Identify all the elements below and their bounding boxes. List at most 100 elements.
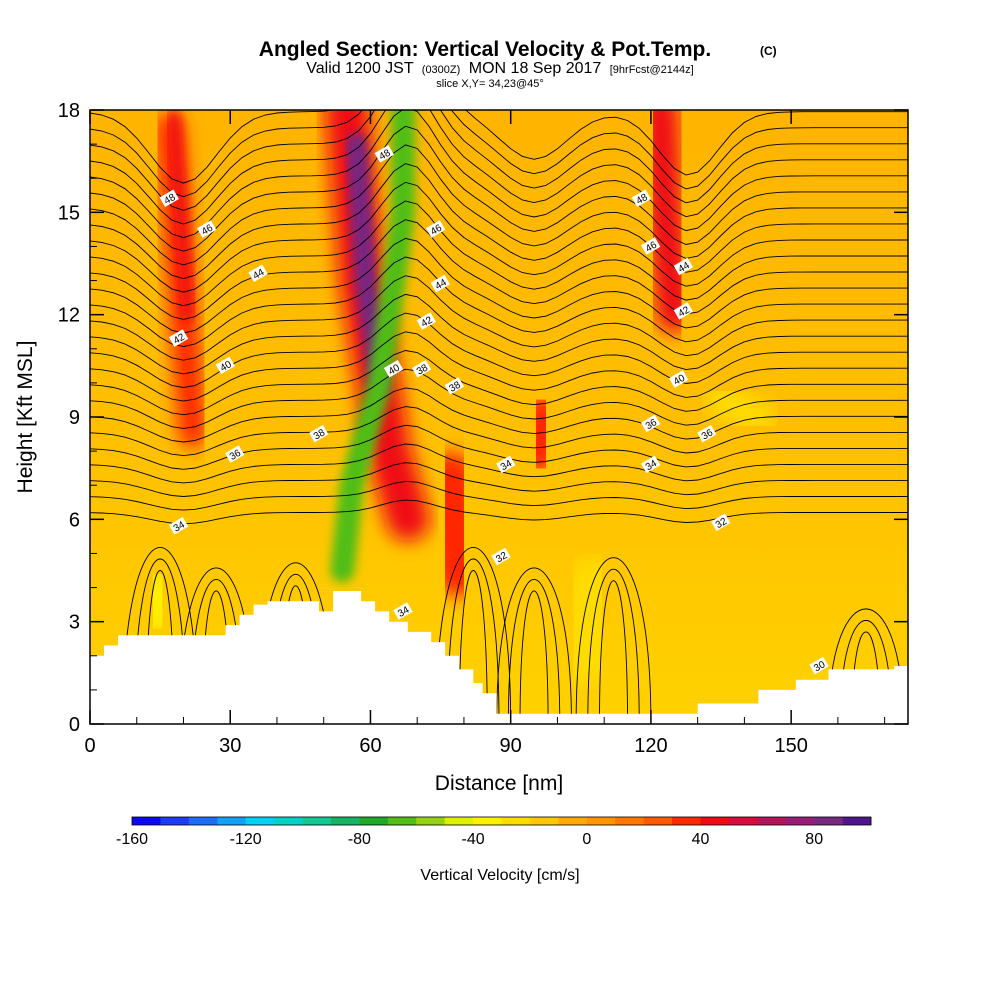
colorbar-swatch (501, 817, 531, 825)
contour-label-box (159, 189, 179, 208)
theta-contour-label: 48 (374, 145, 394, 163)
contour-label-text: 46 (200, 223, 216, 238)
y-tick-label: 15 (58, 202, 80, 224)
contour-label-box (491, 547, 511, 566)
theta-contour (90, 293, 908, 375)
colorbar-swatch (359, 817, 389, 825)
contour-label-box (383, 360, 404, 378)
colorbar-swatch (274, 817, 303, 825)
theta-contour (587, 568, 640, 724)
theta-contour-label: 46 (196, 220, 217, 238)
contour-label-text: 44 (434, 277, 450, 292)
vertical-velocity-feature (705, 383, 775, 433)
colorbar-swatch (615, 817, 644, 825)
colorbar-swatch (188, 817, 218, 825)
theta-contour-label: 34 (496, 455, 516, 473)
colorbar-swatch (132, 817, 161, 825)
colorbar-tick-label: -160 (116, 831, 148, 848)
contour-label-box (640, 414, 661, 433)
theta-contour-label: 34 (168, 517, 189, 535)
colorbar-swatch (444, 817, 474, 825)
colorbar-swatch (302, 817, 332, 825)
colorbar-swatch (672, 817, 701, 825)
terrain (90, 591, 908, 724)
theta-contour (496, 567, 572, 724)
theta-contour (507, 579, 561, 724)
valid-prefix: Valid 1200 JST (306, 60, 414, 77)
contour-label-box (425, 220, 446, 238)
contour-label-text: 48 (162, 192, 178, 207)
contour-label-text: 48 (377, 147, 393, 162)
contour-label-box (640, 455, 661, 474)
x-tick-label: 0 (84, 735, 95, 757)
theta-contour (90, 110, 908, 239)
theta-contour (90, 350, 908, 416)
y-tick-label: 0 (69, 714, 80, 736)
vertical-velocity-feature (516, 395, 566, 474)
colorbar-tick-label: -80 (348, 831, 371, 848)
theta-contour (90, 275, 908, 361)
contour-label-text: 44 (251, 267, 267, 282)
contour-label-box (809, 656, 829, 675)
contour-label-text: 40 (387, 362, 403, 377)
theta-contour-label: 40 (669, 370, 689, 388)
contour-label-box (393, 602, 413, 620)
contour-label-text: 34 (499, 458, 515, 473)
theta-contour (90, 110, 908, 198)
theta-contour-label: 44 (673, 257, 694, 275)
y-tick-label: 12 (58, 305, 80, 327)
theta-contour-label: 42 (416, 312, 436, 330)
theta-contour-label: 44 (248, 264, 268, 282)
plot-area: 48 46 44 42 40 36 34 38 48 46 44 42 40 38 38 34 32 34 48 46… (90, 110, 908, 724)
y-tick-label: 9 (69, 407, 80, 429)
contour-label-box (640, 237, 661, 255)
theta-contour (90, 443, 908, 484)
contour-label-text: 30 (812, 659, 828, 674)
contour-label-text: 46 (644, 240, 660, 255)
colorbar-swatch (160, 817, 190, 825)
colorbar-swatch (416, 817, 445, 825)
colorbar-swatch (330, 817, 360, 825)
theta-contour-label: 48 (631, 189, 652, 207)
theta-contour (90, 368, 908, 429)
colorbar-swatch (473, 817, 502, 825)
vertical-velocity-feature (168, 110, 195, 321)
contour-label-box (416, 312, 436, 330)
contour-label-box (196, 220, 217, 238)
x-tick-label: 90 (500, 735, 522, 757)
vertical-velocity-feature (642, 110, 693, 333)
colorbar-tick-label: 0 (582, 831, 591, 848)
theta-contour (90, 110, 908, 211)
colorbar-label: Vertical Velocity [cm/s] (420, 867, 579, 884)
theta-contour (599, 580, 628, 724)
copyright-mark: (C) (760, 44, 777, 58)
contour-label-text: 38 (312, 427, 328, 442)
contour-label-text: 34 (644, 458, 660, 473)
y-tick-label: 6 (69, 509, 80, 531)
x-tick-label: 150 (774, 735, 807, 757)
x-axis: 0 30 60 90 120 150 (84, 110, 886, 757)
theta-contour-label: 40 (215, 356, 236, 374)
x-tick-label: 60 (359, 735, 381, 757)
valid-time-line: Valid 1200 JST (0300Z) MON 18 Sep 2017 [… (306, 60, 693, 77)
colorbar-swatch (757, 817, 787, 825)
forecast-info: [9hrFcst@2144z] (610, 64, 694, 76)
theta-contour-label: 36 (697, 424, 717, 443)
contour-label-box (697, 424, 717, 443)
contour-label-text: 42 (677, 304, 693, 319)
theta-contour (90, 331, 908, 402)
vertical-velocity-feature (137, 569, 179, 633)
contour-label-text: 36 (228, 448, 244, 463)
theta-contour (90, 499, 908, 525)
theta-contour-label: 42 (168, 329, 189, 347)
theta-contour-label: 34 (640, 455, 661, 474)
contour-label-text: 36 (644, 417, 660, 432)
theta-contour (458, 570, 488, 724)
contour-label-box (309, 424, 329, 443)
y-axis-label: Height [Kft MSL] (14, 341, 37, 494)
colorbar-swatch (814, 817, 843, 825)
theta-contour-label: 46 (640, 237, 661, 255)
theta-contour (90, 406, 908, 457)
contour-label-box (168, 329, 189, 347)
